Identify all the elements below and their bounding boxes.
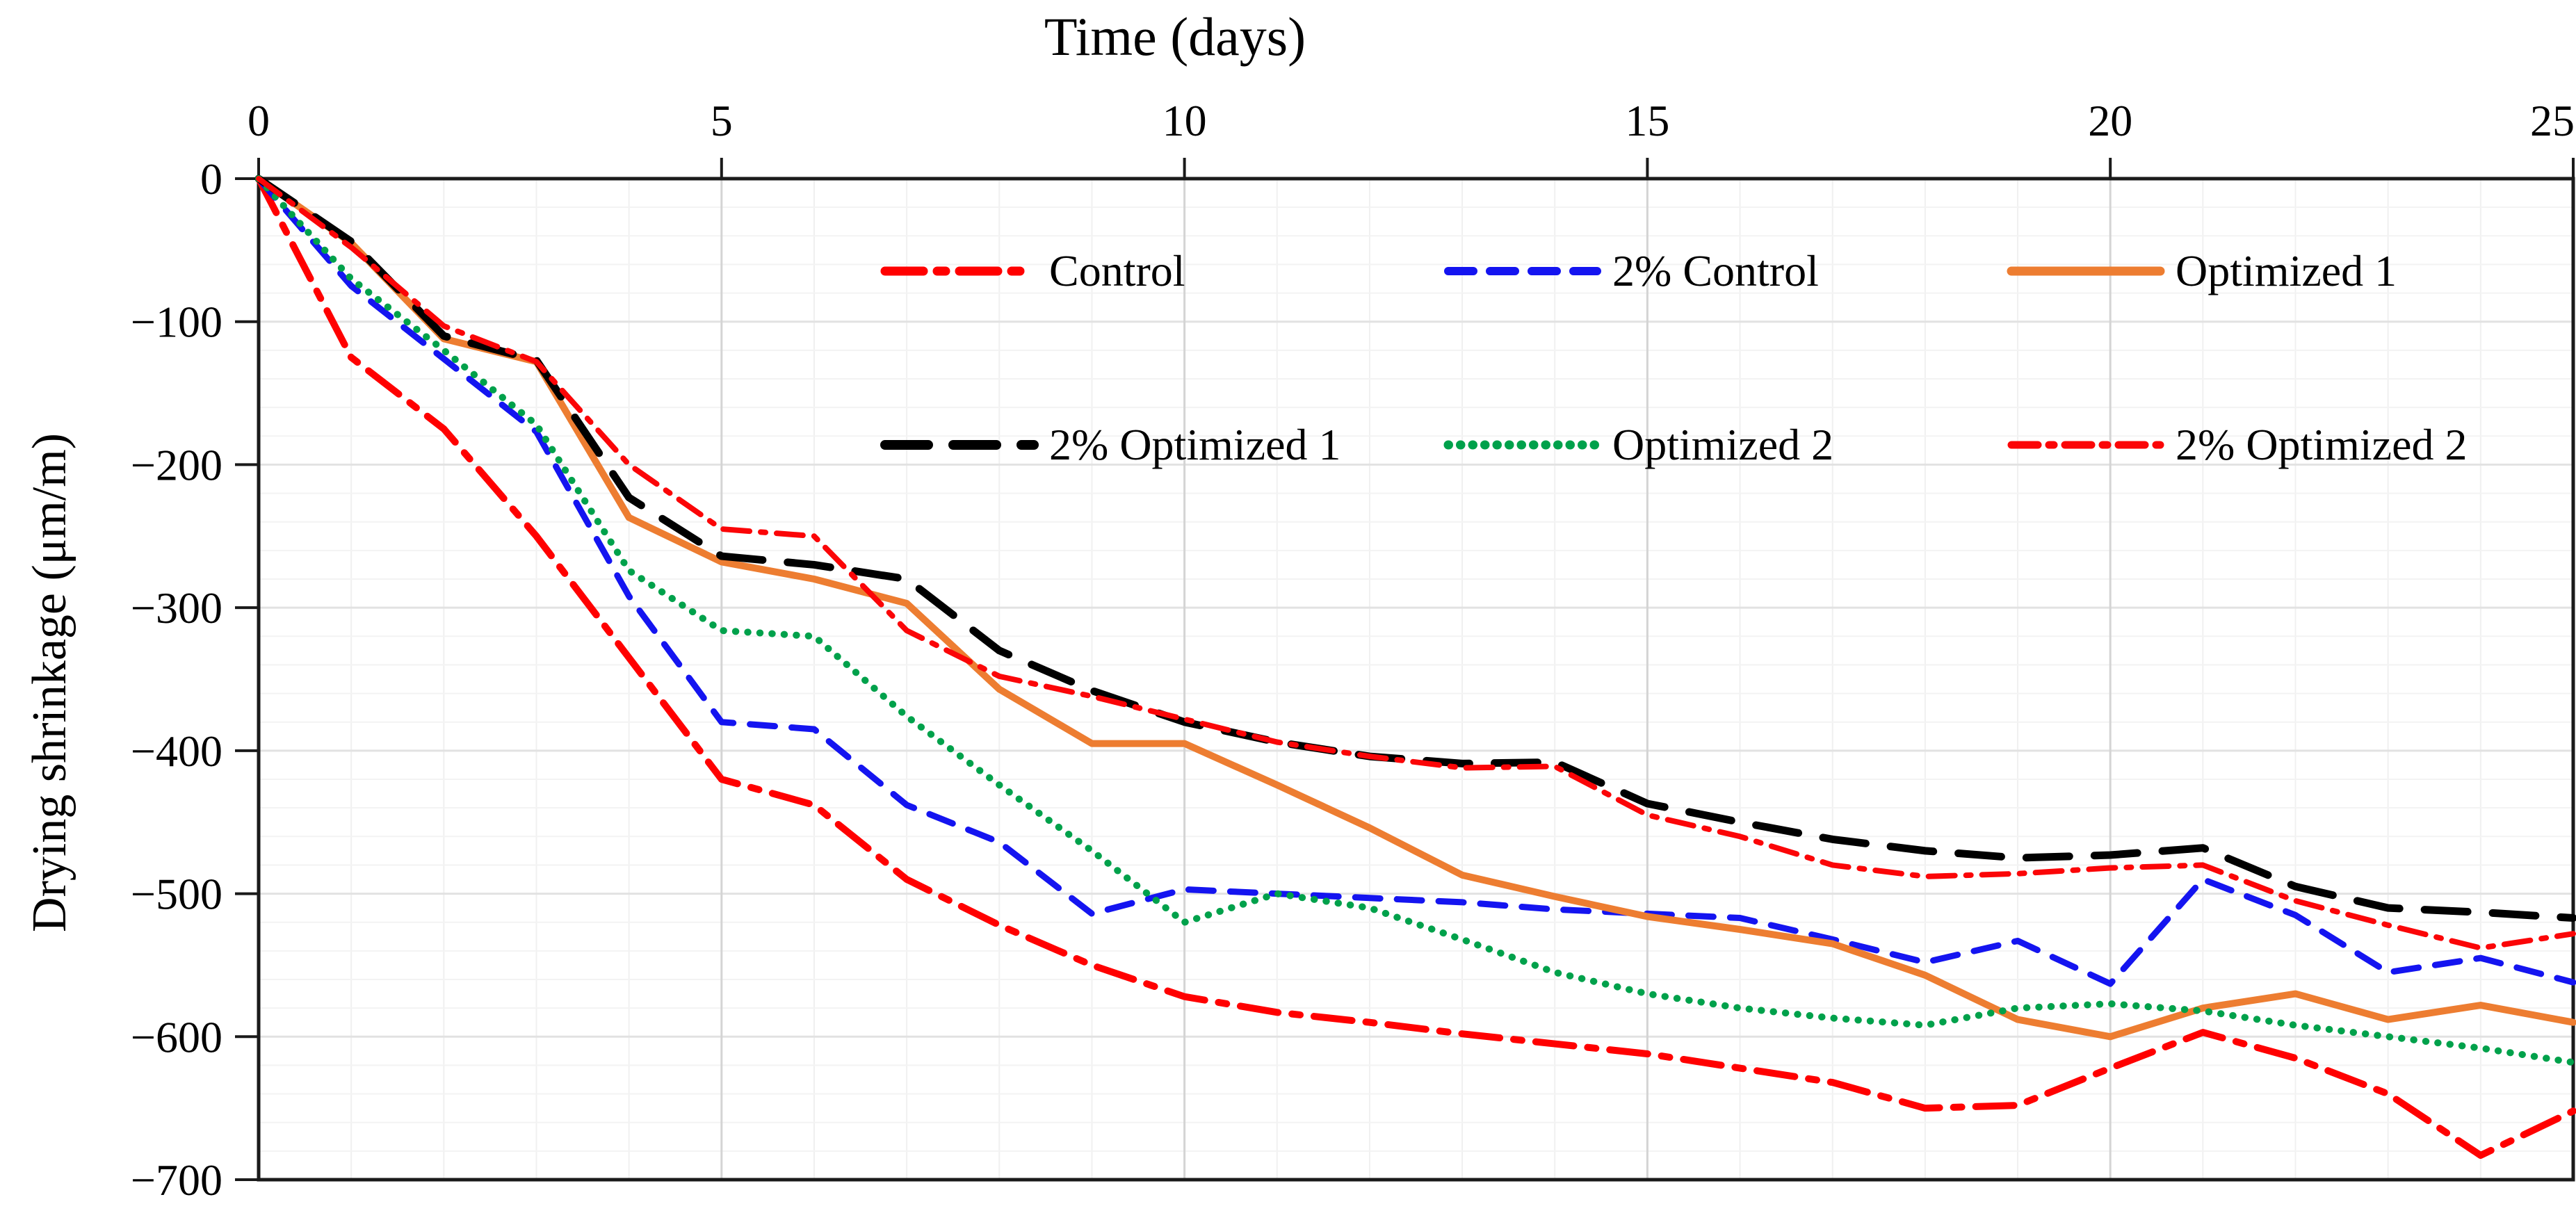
legend-swatch — [2007, 266, 2165, 276]
x-axis-tick-label: 15 — [1625, 96, 1669, 145]
y-axis-tick-label: −400 — [131, 726, 222, 776]
legend-label: Control — [1049, 246, 1185, 295]
legend-label: Optimized 2 — [1612, 420, 1834, 469]
y-axis-tick-label: −200 — [131, 440, 222, 489]
series-line-optimized-1 — [255, 175, 2576, 1041]
legend-item-2-optimized-2: 2% Optimized 2 — [2006, 421, 2467, 469]
series-line-2-optimized-2 — [256, 176, 2576, 951]
y-axis-tick-label: −700 — [131, 1155, 222, 1205]
series-line-2-optimized-1 — [254, 174, 2576, 922]
legend-item-optimized-2: Optimized 2 — [1443, 421, 1833, 469]
legend-item-control: Control — [880, 247, 1185, 295]
y-axis-tick-label: −300 — [131, 583, 222, 633]
legend-label: 2% Optimized 1 — [1049, 420, 1341, 469]
legend-label: 2% Control — [1612, 246, 1819, 295]
legend-item-optimized-1: Optimized 1 — [2006, 247, 2397, 295]
legend-swatch — [1443, 440, 1602, 450]
legend-swatch — [880, 440, 1039, 450]
series-line-control — [255, 175, 2576, 1160]
legend-item-2-control: 2% Control — [1443, 247, 1819, 295]
series-line-2-control — [255, 175, 2576, 987]
legend-label: Optimized 1 — [2176, 246, 2397, 295]
x-axis-tick-label: 10 — [1163, 96, 1207, 145]
x-axis-tick-label: 0 — [248, 96, 270, 145]
series-line-optimized-2 — [255, 175, 2576, 1066]
x-axis-tick-label: 5 — [711, 96, 733, 145]
y-axis-tick-label: 0 — [200, 154, 222, 204]
legend-swatch — [2007, 441, 2164, 449]
y-axis-tick-label: −100 — [131, 298, 222, 347]
legend-swatch — [880, 266, 1039, 276]
legend-swatch — [1444, 267, 1601, 275]
y-axis-tick-label: −600 — [131, 1012, 222, 1062]
x-axis-tick-label: 25 — [2530, 96, 2575, 145]
x-axis-tick-label: 20 — [2088, 96, 2132, 145]
legend-label: 2% Optimized 2 — [2176, 420, 2468, 469]
y-axis-tick-label: −500 — [131, 870, 222, 919]
legend-item-2-optimized-1: 2% Optimized 1 — [880, 421, 1340, 469]
plot-border — [257, 177, 2575, 1182]
x-axis-title: Time (days) — [1044, 6, 1306, 67]
